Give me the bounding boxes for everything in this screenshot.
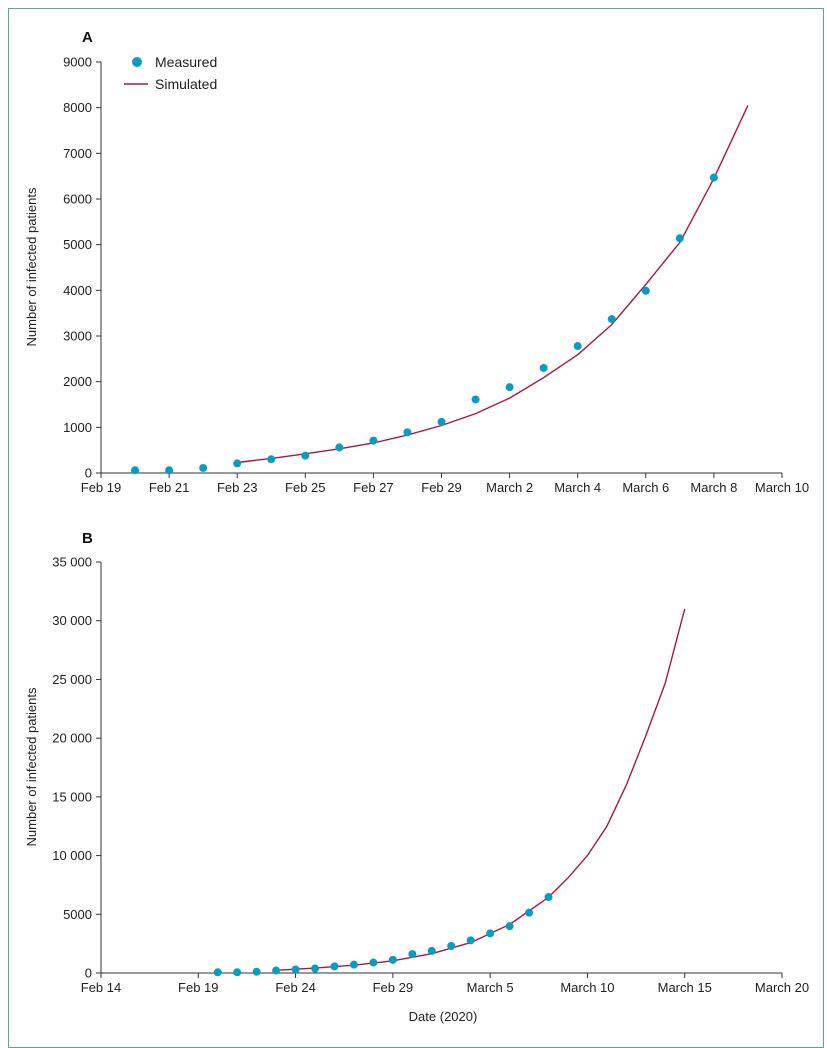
panel-b-x-tick-label: Feb 14: [81, 980, 121, 995]
panel-b-measured-point: [525, 908, 534, 917]
panel-a-measured-point: [539, 363, 548, 372]
panel-b-measured-point: [311, 964, 320, 973]
panel-b-x-tick-label: Feb 19: [178, 980, 218, 995]
panel-b-measured-point: [544, 893, 553, 902]
panel-b-measured-point: [233, 968, 242, 977]
figure: A Number of infected patients Measured S…: [24, 29, 809, 1024]
panel-b-y-tick-label: 25 000: [52, 672, 92, 687]
panel-a-measured-point: [267, 455, 276, 464]
panel-b-measured-point: [369, 958, 378, 967]
panel-b-y-tick-label: 35 000: [52, 555, 92, 570]
panel-a-x-tick-label: Feb 25: [285, 480, 325, 495]
panel-a-measured-point: [199, 463, 208, 472]
panel-b-y-tick-label: 30 000: [52, 613, 92, 628]
panel-a-measured-point: [301, 451, 310, 460]
panel-a-simulated-line: [237, 105, 749, 464]
panel-a-measured-point: [573, 342, 582, 351]
panel-b-measured-point: [466, 936, 475, 945]
panel-a-x-tick-label: March 8: [690, 480, 737, 495]
panel-b-x-tick-label: March 5: [467, 980, 514, 995]
panel-a-y-tick-label: 3000: [63, 329, 92, 344]
panel-b-y-tick-label: 15 000: [52, 789, 92, 804]
panel-a-measured-point: [675, 234, 684, 243]
panel-a-y-axis-title: Number of infected patients: [24, 187, 39, 346]
panel-b-measured-point: [408, 950, 417, 959]
panel-b-measured-point: [291, 965, 300, 974]
panel-a-x-tick-label: March 10: [755, 480, 809, 495]
panel-a-measured-point: [505, 383, 514, 392]
legend-measured-marker: [132, 57, 142, 67]
panel-b-measured-point: [349, 960, 358, 969]
panel-a-x-tick-label: March 2: [486, 480, 533, 495]
panel-b-y-axis-title: Number of infected patients: [24, 687, 39, 846]
panel-b-x-tick-label: March 15: [658, 980, 712, 995]
legend-measured-label: Measured: [155, 54, 217, 70]
panel-b-x-tick-label: Feb 29: [373, 980, 413, 995]
panel-a-measured-point: [641, 286, 650, 295]
panel-b-measured-point: [447, 941, 456, 950]
panel-b-simulated-line: [276, 608, 686, 971]
panel-a-x-tick-label: Feb 19: [81, 480, 121, 495]
panel-a-x-tick-label: March 4: [554, 480, 601, 495]
panel-a-x-tick-label: Feb 29: [421, 480, 461, 495]
panel-a-measured-point: [131, 466, 140, 475]
panel-a-measured-point: [165, 466, 174, 475]
panel-a-y-tick-label: 2000: [63, 374, 92, 389]
panel-b: B Number of infected patients Date (2020…: [24, 530, 809, 1024]
panel-a-measured-point: [403, 428, 412, 437]
panel-a-y-tick-label: 1000: [63, 420, 92, 435]
panel-a-measured-point: [437, 417, 446, 426]
panel-b-y-tick-label: 10 000: [52, 848, 92, 863]
legend-simulated-label: Simulated: [155, 76, 217, 92]
panel-a-y-tick-label: 6000: [63, 192, 92, 207]
legend: Measured Simulated: [124, 54, 217, 92]
panel-a-y-tick-label: 4000: [63, 283, 92, 298]
panel-b-measured-point: [486, 929, 495, 938]
panel-a-label: A: [82, 29, 93, 46]
panel-b-label: B: [82, 530, 93, 547]
panel-a: A Number of infected patients Measured S…: [24, 29, 809, 495]
panel-a-measured-point: [607, 315, 616, 324]
panel-a-x-tick-label: Feb 21: [149, 480, 189, 495]
panel-b-y-tick-label: 0: [85, 966, 92, 981]
panel-b-x-tick-label: March 20: [755, 980, 809, 995]
panel-b-measured-point: [388, 955, 397, 964]
panel-a-y-tick-label: 9000: [63, 55, 92, 70]
panel-a-y-tick-label: 0: [85, 466, 92, 481]
panel-b-measured-point: [330, 962, 339, 971]
panel-b-y-tick-label: 20 000: [52, 731, 92, 746]
panel-b-x-tick-label: Feb 24: [275, 980, 315, 995]
panel-b-x-tick-label: March 10: [560, 980, 614, 995]
panel-b-y-tick-label: 5000: [63, 907, 92, 922]
panel-a-y-tick-label: 8000: [63, 100, 92, 115]
panel-b-measured-point: [213, 968, 222, 977]
panel-a-x-tick-label: Feb 27: [353, 480, 393, 495]
panel-a-y-tick-label: 5000: [63, 237, 92, 252]
panel-a-y-tick-label: 7000: [63, 146, 92, 161]
panel-a-x-tick-label: Feb 23: [217, 480, 257, 495]
panel-b-measured-point: [252, 967, 261, 976]
panel-a-measured-point: [233, 459, 242, 468]
panel-a-measured-point: [471, 395, 480, 404]
panel-a-measured-point: [369, 436, 378, 445]
panel-b-measured-point: [272, 966, 281, 975]
panel-a-x-tick-label: March 6: [622, 480, 669, 495]
panel-a-measured-point: [709, 173, 718, 182]
panel-b-measured-point: [427, 946, 436, 955]
panel-a-measured-point: [335, 443, 344, 452]
panel-b-x-axis-title: Date (2020): [409, 1009, 478, 1024]
panel-b-measured-point: [505, 922, 514, 931]
